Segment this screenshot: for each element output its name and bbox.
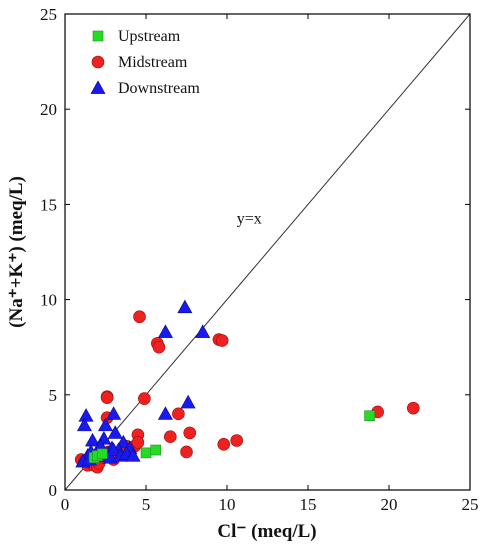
midstream-point [183, 426, 197, 440]
midstream-point [215, 334, 229, 347]
upstream-point [150, 444, 162, 456]
downstream-point [195, 324, 211, 338]
midstream-point [406, 401, 420, 415]
x-tick-label: 5 [142, 495, 151, 514]
legend-label-upstream: Upstream [118, 28, 181, 45]
midstream-point [131, 436, 145, 449]
downstream-point [107, 425, 123, 439]
y-axis-title: (Na⁺+K⁺) (meq/L) [6, 176, 27, 328]
downstream-point [157, 324, 173, 338]
downstream-point [125, 448, 141, 462]
y-tick-label: 20 [40, 100, 57, 119]
x-tick-label: 15 [300, 495, 317, 514]
downstream-point [106, 442, 122, 456]
downstream-point [180, 394, 196, 409]
y-tick-label: 25 [40, 5, 57, 24]
y-tick-label: 0 [49, 481, 58, 500]
y-tick-label: 5 [49, 386, 58, 405]
data-points [74, 299, 420, 474]
midstream-point [138, 392, 151, 405]
downstream-point [76, 417, 92, 432]
legend: Upstream Midstream Downstream [90, 28, 200, 97]
midstream-point [100, 391, 114, 404]
midstream-point [230, 434, 244, 447]
x-tick-label: 10 [219, 495, 236, 514]
reference-line [64, 13, 471, 491]
upstream-point [140, 447, 152, 459]
midstream-point [164, 430, 177, 443]
legend-marker-downstream [90, 80, 106, 94]
downstream-point [97, 417, 114, 432]
upstream-point [96, 448, 108, 460]
midstream-point [217, 438, 231, 451]
series-upstream [88, 410, 375, 463]
y-axis: 0 5 10 15 20 25 [40, 5, 470, 500]
downstream-point [157, 406, 173, 420]
x-axis-title: Cl⁻ (meq/L) [217, 521, 316, 542]
x-tick-label: 25 [462, 495, 479, 514]
legend-label-midstream: Midstream [118, 54, 188, 71]
x-axis: 0 5 10 15 20 25 [61, 14, 479, 514]
downstream-point [78, 408, 94, 422]
x-tick-label: 20 [381, 495, 398, 514]
downstream-point [177, 299, 193, 314]
plot-frame [64, 13, 471, 491]
downstream-point [106, 406, 122, 420]
midstream-point [172, 407, 185, 421]
legend-label-downstream: Downstream [118, 80, 200, 97]
midstream-point [152, 340, 166, 354]
midstream-point [133, 310, 146, 324]
legend-marker-midstream [91, 55, 105, 69]
downstream-point [85, 432, 101, 447]
x-tick-label: 0 [61, 495, 70, 514]
reference-line-label: y=x [237, 210, 262, 227]
y-tick-label: 10 [40, 291, 57, 310]
legend-marker-upstream [92, 30, 104, 42]
y-tick-label: 15 [40, 195, 57, 214]
upstream-point [364, 410, 375, 422]
midstream-point [180, 445, 193, 459]
